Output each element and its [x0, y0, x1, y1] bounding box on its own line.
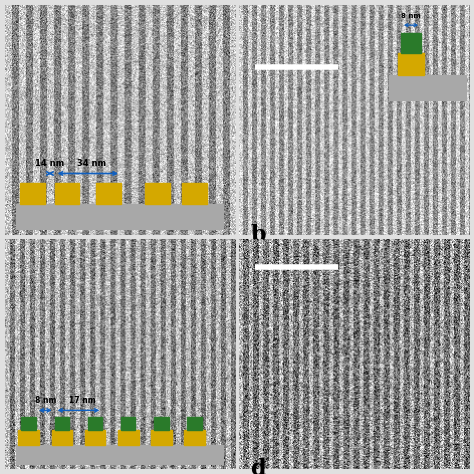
Text: d: d	[250, 458, 266, 474]
Text: b: b	[250, 224, 266, 246]
